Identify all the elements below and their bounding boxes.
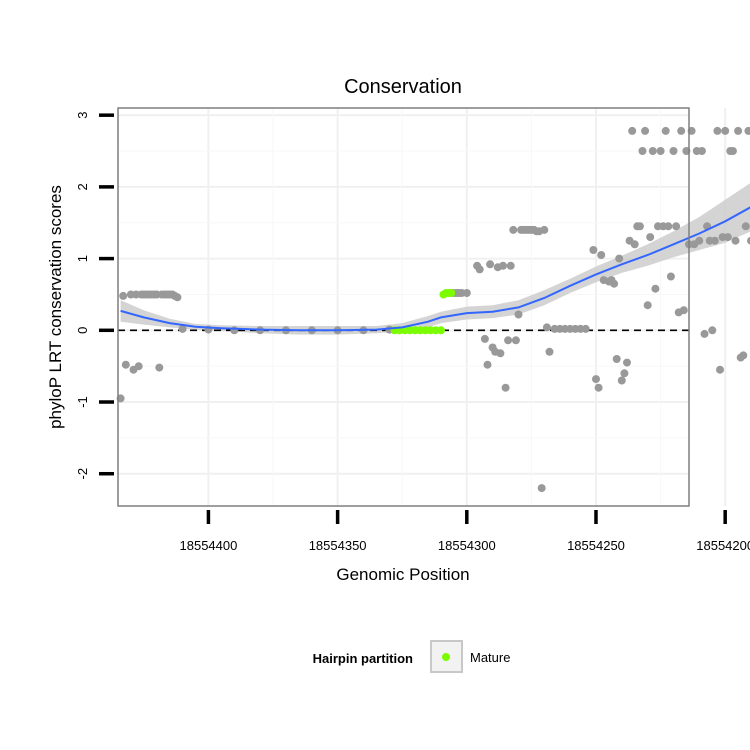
other-point <box>679 306 688 315</box>
other-point <box>630 240 639 249</box>
other-point <box>178 324 187 333</box>
other-point <box>545 347 554 356</box>
other-point <box>646 233 655 242</box>
plot-border <box>117 107 690 507</box>
confidence-band <box>120 183 750 335</box>
x-tick-label: 18554300 <box>438 538 496 553</box>
other-point <box>677 126 686 135</box>
chart-title: Conservation <box>344 76 462 98</box>
y-tick-label: 2 <box>75 183 90 190</box>
other-point <box>641 126 650 135</box>
other-point <box>486 260 495 269</box>
other-point <box>612 355 621 363</box>
other-point <box>697 147 706 155</box>
other-point <box>483 360 492 369</box>
other-point <box>475 265 484 274</box>
other-point <box>589 246 598 254</box>
other-point <box>121 360 130 369</box>
other-point <box>651 284 660 293</box>
other-point <box>511 336 520 345</box>
x-tick-label: 18554200 <box>696 538 750 553</box>
other-point <box>594 383 603 392</box>
x-axis: 18554400 18554350 18554300 18554250 18554200 <box>180 510 750 553</box>
other-point <box>592 375 600 384</box>
other-point <box>648 147 657 155</box>
other-point <box>119 291 128 300</box>
other-point <box>617 376 626 385</box>
other-point <box>620 369 629 378</box>
other-point <box>499 261 507 270</box>
confidence-band-area <box>120 183 750 335</box>
other-point <box>731 236 740 245</box>
other-point <box>721 126 730 135</box>
other-point <box>504 336 513 345</box>
other-point <box>656 147 665 155</box>
y-tick-label: -2 <box>75 468 90 480</box>
other-point <box>716 365 724 374</box>
other-point <box>155 363 164 372</box>
y-tick-label: 1 <box>75 255 90 262</box>
other-point <box>173 293 182 302</box>
legend: Hairpin partition Mature <box>313 640 510 673</box>
y-axis: -2 -1 0 1 2 3 <box>75 112 114 480</box>
x-tick-label: 18554400 <box>180 538 238 553</box>
other-point <box>664 222 673 231</box>
other-point <box>666 272 675 281</box>
smooth-curve <box>120 206 750 332</box>
other-point <box>695 236 704 245</box>
x-tick-label: 18554350 <box>309 538 367 553</box>
y-tick-label: -1 <box>75 396 90 408</box>
other-point <box>610 279 619 288</box>
other-point <box>581 324 590 333</box>
other-point <box>462 289 471 297</box>
other-point <box>480 334 489 343</box>
other-point <box>708 326 717 335</box>
other-point <box>542 323 551 332</box>
x-tick-label: 18554250 <box>567 538 625 553</box>
other-point <box>741 222 750 231</box>
mature-point <box>447 289 456 297</box>
other-point <box>623 358 631 367</box>
other-point <box>501 383 510 392</box>
other-point <box>661 126 670 135</box>
other-point <box>710 236 719 245</box>
y-axis-label: phyloP LRT conservation scores <box>46 185 65 429</box>
other-point <box>509 225 518 234</box>
mature-point <box>437 326 445 335</box>
other-point <box>134 362 143 371</box>
other-point <box>669 147 678 155</box>
other-point <box>230 326 239 335</box>
legend-mature-label: Mature <box>470 650 510 665</box>
other-point <box>537 484 546 493</box>
other-point <box>496 349 505 358</box>
other-point <box>638 147 647 155</box>
other-point <box>672 222 681 231</box>
y-tick-label: 3 <box>75 112 90 119</box>
other-point <box>597 251 606 259</box>
other-point <box>628 126 637 135</box>
other-point <box>744 126 750 135</box>
other-point <box>747 236 750 245</box>
other-point <box>514 310 523 319</box>
smooth-line <box>120 206 750 332</box>
other-point <box>540 225 549 234</box>
other-point <box>739 351 748 360</box>
other-point <box>734 126 743 135</box>
data-points <box>116 126 750 493</box>
other-point <box>506 261 515 270</box>
other-point <box>713 126 722 135</box>
other-point <box>635 222 644 231</box>
other-point <box>728 147 737 155</box>
legend-title: Hairpin partition <box>313 651 413 666</box>
y-tick-label: 0 <box>75 327 90 334</box>
other-point <box>643 301 652 310</box>
other-point <box>700 329 709 338</box>
x-axis-label: Genomic Position <box>336 565 469 584</box>
other-point <box>723 233 732 242</box>
legend-mature-dot <box>442 653 450 661</box>
other-point <box>615 254 624 263</box>
